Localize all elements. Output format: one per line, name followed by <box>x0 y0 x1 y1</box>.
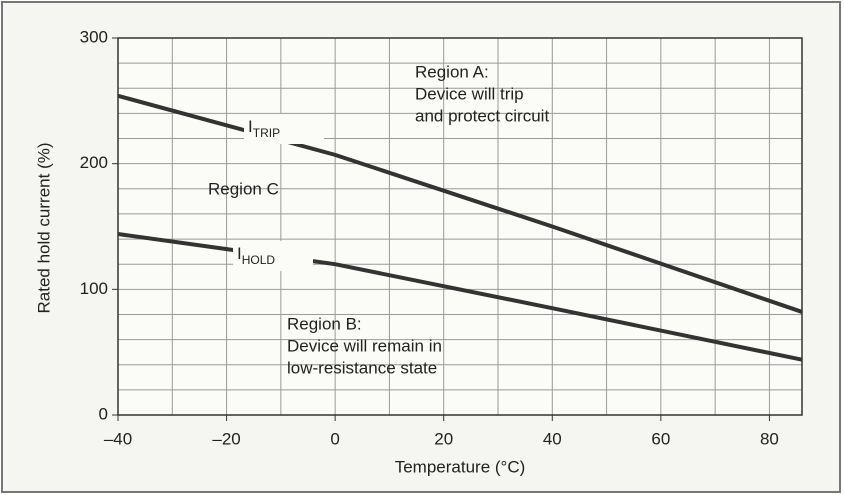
y-tick-label: 200 <box>80 153 108 172</box>
annotation: and protect circuit <box>415 106 549 125</box>
x-axis-label: Temperature (°C) <box>395 457 526 476</box>
y-tick-label: 0 <box>99 404 108 423</box>
annotation: Region C <box>208 179 279 198</box>
y-tick-label: 300 <box>80 27 108 46</box>
x-tick-label: 40 <box>543 429 562 448</box>
series-label-main: I <box>237 244 242 263</box>
annotation: low-resistance state <box>287 358 437 377</box>
y-axis-label: Rated hold current (%) <box>34 142 53 313</box>
x-tick-label: 0 <box>330 429 339 448</box>
plot-area <box>118 38 802 415</box>
x-tick-label: –20 <box>212 429 240 448</box>
x-tick-label: 20 <box>434 429 453 448</box>
series-line <box>117 93 803 314</box>
annotation: Device will trip <box>415 84 524 103</box>
series-label-sub: TRIP <box>253 126 280 140</box>
y-tick-label: 100 <box>80 279 108 298</box>
series-label: ITRIP <box>248 117 280 140</box>
annotation: Device will remain in <box>287 336 442 355</box>
x-tick-label: 80 <box>760 429 779 448</box>
plot-border <box>117 37 803 416</box>
series-line <box>117 232 803 362</box>
x-tick-label: 60 <box>651 429 670 448</box>
label-background <box>233 241 313 271</box>
annotation: Region A: <box>415 62 489 81</box>
annotation: Region B: <box>287 314 362 333</box>
label-background <box>244 114 324 144</box>
series-label-main: I <box>248 117 253 136</box>
series-label: IHOLD <box>237 244 275 267</box>
series-label-sub: HOLD <box>242 253 276 267</box>
x-tick-label: –40 <box>104 429 132 448</box>
